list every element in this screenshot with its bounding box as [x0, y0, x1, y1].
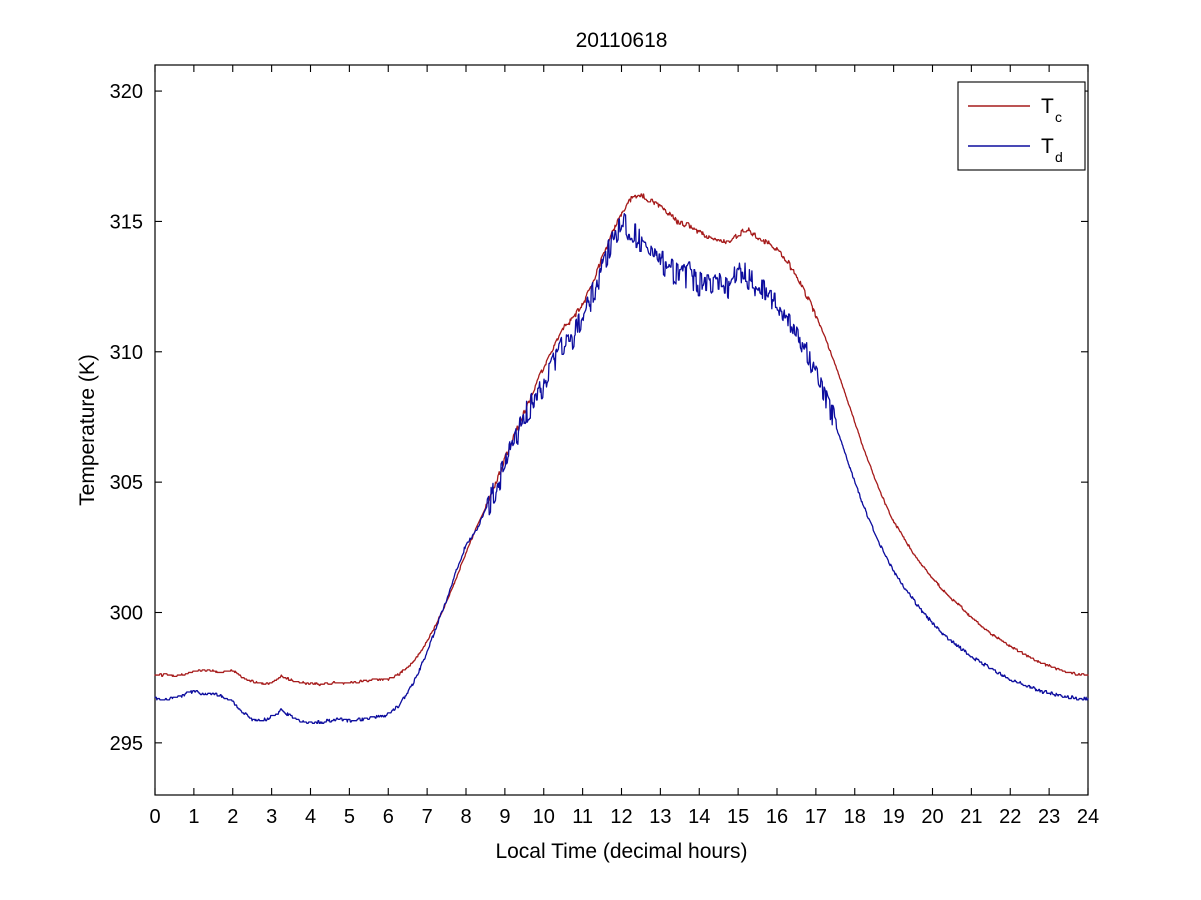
y-tick-label: 320 — [110, 81, 143, 103]
x-tick-label: 4 — [305, 806, 316, 828]
x-tick-label: 21 — [960, 806, 982, 828]
x-tick-label: 14 — [688, 806, 710, 828]
chart-title: 20110618 — [576, 29, 668, 52]
x-tick-label: 10 — [533, 806, 555, 828]
x-tick-label: 12 — [610, 806, 632, 828]
series-line-t-d — [154, 212, 1089, 724]
legend-label-d: T — [1041, 135, 1054, 158]
x-tick-label: 5 — [344, 806, 355, 828]
x-tick-label: 0 — [149, 806, 160, 828]
x-tick-label: 13 — [649, 806, 671, 828]
x-tick-label: 22 — [999, 806, 1021, 828]
legend-box — [957, 81, 1086, 171]
x-tick-label: 23 — [1038, 806, 1060, 828]
x-axis-title: Local Time (decimal hours) — [495, 840, 747, 863]
x-tick-label: 3 — [266, 806, 277, 828]
series-line-t-c — [154, 193, 1089, 687]
y-tick-label: 310 — [110, 342, 143, 364]
x-tick-label: 7 — [422, 806, 433, 828]
x-tick-label: 24 — [1077, 806, 1099, 828]
x-tick-label: 19 — [883, 806, 905, 828]
x-tick-label: 17 — [805, 806, 827, 828]
x-tick-label: 11 — [572, 806, 593, 828]
x-tick-label: 8 — [460, 806, 471, 828]
x-tick-label: 9 — [499, 806, 510, 828]
y-axis-title: Temperature (K) — [76, 354, 99, 506]
y-tick-label: 315 — [110, 211, 143, 233]
legend-label-c: T — [1041, 95, 1054, 118]
legend-subscript-c: c — [1055, 109, 1062, 125]
x-tick-label: 6 — [383, 806, 394, 828]
plot-frame — [154, 64, 1089, 796]
x-tick-label: 18 — [844, 806, 866, 828]
x-tick-label: 16 — [766, 806, 788, 828]
x-tick-label: 15 — [727, 806, 749, 828]
legend-subscript-d: d — [1055, 149, 1063, 165]
y-tick-label: 300 — [110, 603, 143, 625]
x-tick-label: 20 — [921, 806, 943, 828]
x-tick-label: 1 — [188, 806, 199, 828]
y-tick-label: 295 — [110, 733, 143, 755]
x-tick-label: 2 — [227, 806, 238, 828]
y-tick-label: 305 — [110, 472, 143, 494]
